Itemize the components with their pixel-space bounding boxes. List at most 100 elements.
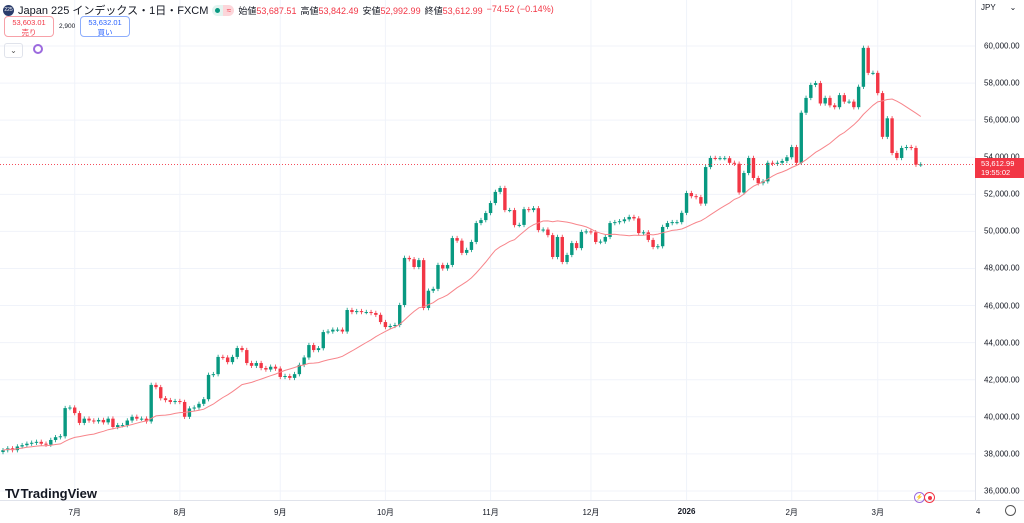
candle-body	[646, 232, 650, 240]
candle	[254, 360, 259, 369]
price-tick-label: 56,000.00	[984, 115, 1020, 125]
candle-body	[374, 312, 378, 315]
market-status-pill[interactable]: ≈	[212, 4, 235, 16]
candle-body	[364, 312, 368, 314]
candle	[355, 308, 359, 315]
chart-legend: 225 Japan 225 インデックス・1日・FXCM ≈ 始値53,687.…	[3, 2, 554, 18]
candle	[613, 219, 617, 226]
candle	[507, 207, 512, 213]
time-tick-label: 2026	[677, 507, 696, 516]
candle-body	[651, 239, 655, 247]
buy-label: 買い	[97, 28, 113, 37]
candle	[96, 417, 101, 424]
time-tick-label: 11月	[482, 508, 499, 517]
candle-body	[417, 260, 421, 267]
record-icon[interactable]	[924, 492, 935, 503]
candle-body	[732, 162, 737, 164]
candle	[421, 257, 426, 311]
candle-body	[780, 160, 784, 163]
candle	[718, 155, 722, 161]
candle-body	[746, 157, 751, 173]
candle	[350, 307, 354, 315]
candle-body	[29, 442, 34, 444]
candle-body	[914, 147, 918, 165]
candle-body	[221, 356, 225, 358]
candle-body	[326, 331, 330, 333]
candle-body	[742, 172, 746, 193]
candle	[192, 405, 196, 411]
candle	[230, 354, 235, 365]
currency-select[interactable]: JPY ⌄	[981, 3, 1016, 12]
candle	[345, 307, 349, 334]
candle-body	[130, 416, 134, 421]
candle-body	[464, 249, 469, 253]
candle	[680, 210, 684, 225]
candle	[68, 405, 72, 411]
candle	[460, 238, 464, 256]
candle	[589, 229, 593, 235]
candle	[570, 240, 574, 258]
candle	[216, 354, 220, 377]
candle-body	[684, 193, 689, 213]
candle	[751, 155, 756, 181]
candle-body	[546, 229, 550, 236]
candle	[579, 229, 584, 251]
candle-body	[120, 425, 125, 427]
candle	[498, 185, 502, 195]
candle-body	[431, 288, 435, 291]
candle	[259, 360, 263, 371]
data-delay-icon: ≈	[223, 4, 235, 16]
candle-body	[842, 95, 846, 102]
candle	[206, 372, 211, 402]
time-axis[interactable]: 7月 8月 9月 10月 11月 12月 2026 2月 3月 4	[0, 500, 1024, 523]
change-value: −74.52 (−0.14%)	[486, 3, 554, 14]
candle-body	[818, 83, 823, 104]
candle-body	[660, 226, 665, 247]
candle	[139, 416, 144, 421]
candle-body	[517, 224, 521, 226]
collapse-legend-button[interactable]: ⌄	[4, 43, 23, 58]
price-tick-label: 36,000.00	[984, 486, 1020, 496]
candle-body	[493, 191, 498, 204]
candle	[895, 150, 899, 161]
candle-body	[469, 241, 474, 250]
candle	[268, 364, 273, 372]
candle-body	[895, 152, 899, 158]
price-axis[interactable]: 36,000.00 38,000.00 40,000.00 42,000.00 44,0…	[975, 0, 1024, 500]
candle-body	[135, 416, 139, 419]
candle-body	[751, 157, 756, 179]
candle	[890, 116, 894, 156]
price-tick-label: 40,000.00	[984, 412, 1020, 422]
price-tick-label: 50,000.00	[984, 226, 1020, 236]
candle-body	[689, 193, 694, 197]
candle-body	[813, 83, 818, 85]
time-tick-label: 9月	[274, 508, 287, 517]
candle	[517, 222, 521, 228]
candle-body	[809, 84, 813, 98]
price-chart[interactable]	[0, 0, 975, 500]
candle	[804, 95, 808, 115]
refresh-icon[interactable]	[33, 44, 43, 54]
time-tick-label: 7月	[68, 508, 81, 517]
candle	[723, 155, 727, 161]
candle	[182, 399, 187, 420]
candle-body	[551, 235, 555, 257]
candle	[746, 155, 751, 176]
candle-body	[149, 384, 153, 422]
candle	[34, 439, 39, 445]
candle	[847, 99, 851, 104]
candle	[197, 401, 201, 410]
symbol-title[interactable]: Japan 225 インデックス・1日・FXCM	[18, 5, 209, 17]
candle	[555, 234, 560, 260]
candle-body	[804, 97, 808, 113]
candle	[245, 347, 249, 366]
candle-body	[603, 236, 607, 242]
candle-body	[460, 240, 464, 253]
candle	[660, 224, 665, 249]
sell-button[interactable]: 53,603.01 売り	[4, 16, 54, 37]
buy-button[interactable]: 53,632.01 買い	[80, 16, 130, 37]
candle-body	[522, 209, 526, 225]
tradingview-logo[interactable]: TV TradingView	[5, 486, 97, 501]
gear-icon[interactable]	[1005, 505, 1016, 516]
candle-body	[856, 86, 861, 108]
